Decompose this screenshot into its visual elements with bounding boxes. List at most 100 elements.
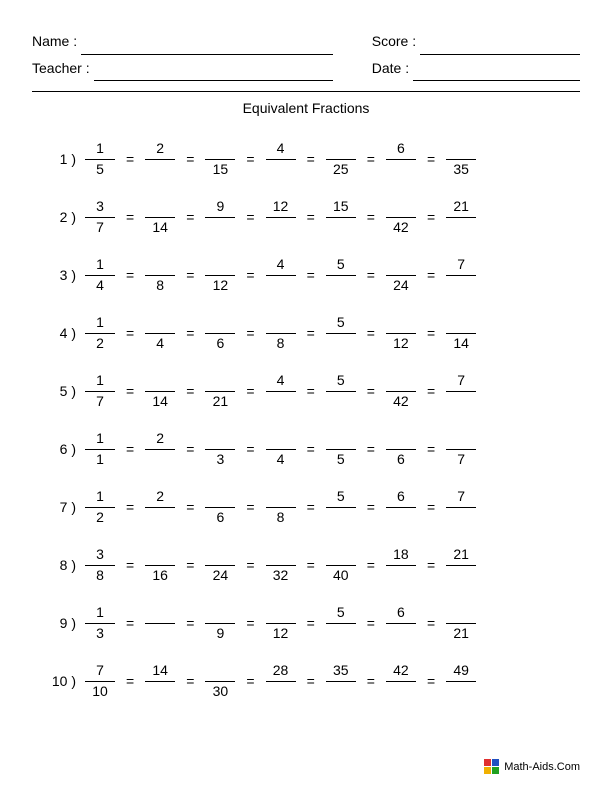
- equals-sign: =: [359, 615, 383, 631]
- equals-sign: =: [419, 383, 443, 399]
- equals-sign: =: [299, 267, 323, 283]
- fraction-bar: [85, 623, 115, 624]
- fraction-numerator: [389, 431, 413, 447]
- fraction: 28: [263, 663, 299, 700]
- fraction: 13: [82, 605, 118, 642]
- equals-sign: =: [238, 151, 262, 167]
- fraction: 38: [82, 547, 118, 584]
- fraction-bar: [145, 159, 175, 160]
- fraction-numerator: [329, 547, 353, 563]
- equals-sign: =: [178, 209, 202, 225]
- fraction: 12: [82, 315, 118, 352]
- fraction-numerator: [269, 605, 293, 621]
- fraction-denominator: [449, 568, 473, 584]
- fraction-denominator: 10: [88, 684, 112, 700]
- fraction-numerator: [449, 605, 473, 621]
- fraction-sequence: 12=2=6=8=5=6=7: [82, 489, 479, 526]
- teacher-blank-line: [94, 67, 334, 81]
- problem-row: 2 )37=14=9=12=15=42=21: [38, 188, 580, 246]
- fraction-numerator: 5: [329, 489, 353, 505]
- fraction-sequence: 37=14=9=12=15=42=21: [82, 199, 479, 236]
- fraction-bar: [85, 275, 115, 276]
- fraction: 42: [383, 663, 419, 700]
- fraction-numerator: 1: [88, 141, 112, 157]
- date-blank-line: [413, 67, 580, 81]
- equals-sign: =: [178, 441, 202, 457]
- fraction: 3: [202, 431, 238, 468]
- fraction-bar: [205, 565, 235, 566]
- fraction-bar: [386, 333, 416, 334]
- fraction-numerator: 7: [88, 663, 112, 679]
- fraction-denominator: [269, 162, 293, 178]
- fraction: 8: [142, 257, 178, 294]
- fraction: 7: [443, 257, 479, 294]
- equals-sign: =: [118, 499, 142, 515]
- fraction-numerator: 21: [449, 199, 473, 215]
- fraction-bar: [266, 623, 296, 624]
- problem-number: 8 ): [38, 557, 82, 573]
- fraction-bar: [446, 681, 476, 682]
- equals-sign: =: [359, 267, 383, 283]
- equals-sign: =: [238, 441, 262, 457]
- footer-text: Math-Aids.Com: [504, 761, 580, 773]
- fraction-bar: [145, 565, 175, 566]
- fraction-denominator: 8: [269, 510, 293, 526]
- fraction-numerator: 1: [88, 373, 112, 389]
- fraction: 4: [142, 315, 178, 352]
- fraction: 18: [383, 547, 419, 584]
- fraction-denominator: 14: [148, 220, 172, 236]
- fraction-numerator: [208, 489, 232, 505]
- equals-sign: =: [299, 499, 323, 515]
- fraction-denominator: 16: [148, 568, 172, 584]
- fraction-denominator: 6: [208, 510, 232, 526]
- fraction-denominator: 14: [148, 394, 172, 410]
- fraction-bar: [326, 391, 356, 392]
- fraction-denominator: 30: [208, 684, 232, 700]
- fraction: 35: [323, 663, 359, 700]
- fraction: 15: [82, 141, 118, 178]
- fraction: 42: [383, 199, 419, 236]
- fraction-numerator: [449, 431, 473, 447]
- fraction-numerator: [148, 199, 172, 215]
- fraction-numerator: [148, 373, 172, 389]
- equals-sign: =: [299, 325, 323, 341]
- fraction: 7: [443, 489, 479, 526]
- fraction: 24: [202, 547, 238, 584]
- equals-sign: =: [178, 615, 202, 631]
- fraction-numerator: 9: [208, 199, 232, 215]
- fraction-numerator: 5: [329, 257, 353, 273]
- problem-number: 2 ): [38, 209, 82, 225]
- equals-sign: =: [419, 499, 443, 515]
- fraction-bar: [326, 333, 356, 334]
- fraction-bar: [85, 391, 115, 392]
- fraction-denominator: 7: [88, 220, 112, 236]
- equals-sign: =: [359, 499, 383, 515]
- fraction-bar: [85, 565, 115, 566]
- equals-sign: =: [359, 325, 383, 341]
- fraction-denominator: [208, 220, 232, 236]
- fraction-denominator: [148, 510, 172, 526]
- fraction-bar: [145, 275, 175, 276]
- fraction-numerator: [208, 257, 232, 273]
- fraction-numerator: 6: [389, 605, 413, 621]
- fraction: 5: [323, 431, 359, 468]
- fraction-bar: [446, 391, 476, 392]
- fraction-numerator: 4: [269, 257, 293, 273]
- fraction-numerator: [208, 141, 232, 157]
- fraction: 16: [142, 547, 178, 584]
- header: Name : Teacher : Score : Date :: [32, 28, 580, 81]
- problem-row: 8 )38=16=24=32=40=18=21: [38, 536, 580, 594]
- fraction: 12: [202, 257, 238, 294]
- equals-sign: =: [299, 557, 323, 573]
- fraction: 12: [263, 605, 299, 642]
- problem-row: 1 )15=2=15=4=25=6=35: [38, 130, 580, 188]
- fraction-denominator: [329, 336, 353, 352]
- fraction-denominator: 5: [329, 452, 353, 468]
- fraction-denominator: 7: [88, 394, 112, 410]
- equals-sign: =: [238, 209, 262, 225]
- fraction-denominator: 7: [449, 452, 473, 468]
- fraction: [142, 605, 178, 642]
- fraction-sequence: 11=2=3=4=5=6=7: [82, 431, 479, 468]
- fraction-numerator: 6: [389, 141, 413, 157]
- fraction-bar: [85, 159, 115, 160]
